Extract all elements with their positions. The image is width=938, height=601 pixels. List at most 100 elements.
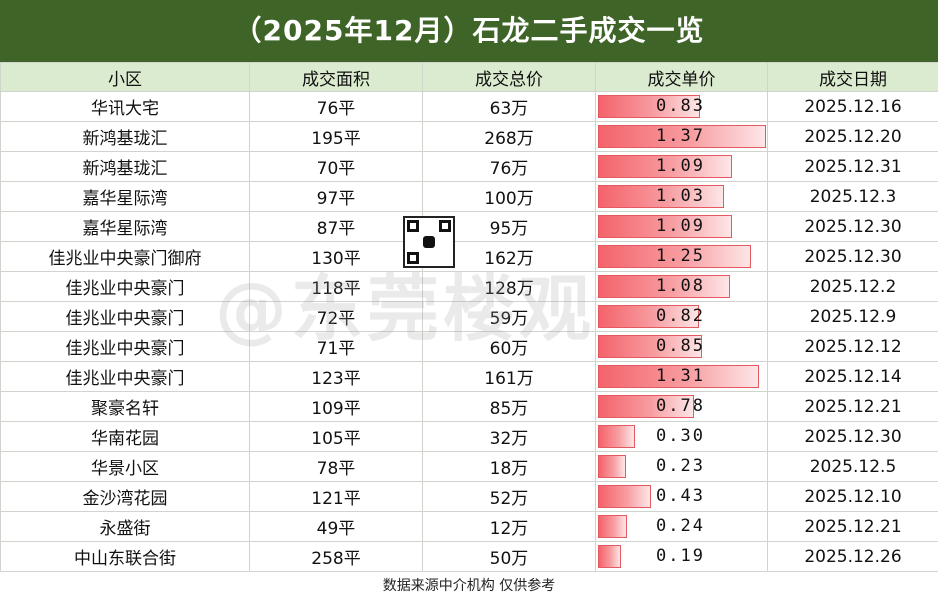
page-title: （2025年12月）石龙二手成交一览: [0, 0, 938, 62]
cell-unit-price: 0.23: [595, 451, 768, 482]
unit-price-bar: [598, 155, 732, 178]
cell-date: 2025.12.5: [767, 451, 938, 482]
unit-price-value: 1.09: [656, 156, 705, 176]
footer-note: 数据来源中介机构 仅供参考: [382, 578, 556, 594]
table-row: 永盛街 49平 12万 0.24 2025.12.21: [0, 511, 938, 542]
table-header-row: 小区 成交面积 成交总价 成交单价 成交日期: [0, 62, 938, 92]
unit-price-value: 1.37: [656, 126, 705, 146]
cell-date: 2025.12.30: [767, 211, 938, 242]
cell-unit-price: 0.24: [595, 511, 768, 542]
unit-price-bar: [598, 95, 700, 118]
header-area: 成交面积: [249, 62, 423, 92]
cell-area: 71平: [249, 331, 423, 362]
cell-community: 佳兆业中央豪门: [0, 331, 250, 362]
header-unit-price: 成交单价: [595, 62, 768, 92]
cell-unit-price: 1.31: [595, 361, 768, 392]
cell-total-price: 59万: [422, 301, 596, 332]
unit-price-value: 0.23: [656, 456, 705, 476]
unit-price-value: 0.85: [656, 336, 705, 356]
cell-community: 华南花园: [0, 421, 250, 452]
cell-date: 2025.12.30: [767, 421, 938, 452]
cell-area: 70平: [249, 151, 423, 182]
table-body: 华讯大宅 76平 63万 0.83 2025.12.16 新鸿基珑汇 195平 268万 1.3…: [0, 91, 938, 572]
cell-date: 2025.12.30: [767, 241, 938, 272]
cell-unit-price: 0.82: [595, 301, 768, 332]
unit-price-bar: [598, 305, 699, 328]
unit-price-value: 0.19: [656, 546, 705, 566]
cell-community: 永盛街: [0, 511, 250, 542]
cell-total-price: 12万: [422, 511, 596, 542]
cell-unit-price: 0.83: [595, 91, 768, 122]
cell-date: 2025.12.10: [767, 481, 938, 512]
unit-price-bar: [598, 215, 732, 238]
table-row: 佳兆业中央豪门 71平 60万 0.85 2025.12.12: [0, 331, 938, 362]
header-date: 成交日期: [767, 62, 938, 92]
cell-total-price: 76万: [422, 151, 596, 182]
table-row: 佳兆业中央豪门 72平 59万 0.82 2025.12.9: [0, 301, 938, 332]
table-row: 金沙湾花园 121平 52万 0.43 2025.12.10: [0, 481, 938, 512]
cell-community: 佳兆业中央豪门: [0, 301, 250, 332]
cell-unit-price: 0.30: [595, 421, 768, 452]
cell-total-price: 52万: [422, 481, 596, 512]
transactions-table: 小区 成交面积 成交总价 成交单价 成交日期 华讯大宅 76平 63万 0.83 202…: [0, 62, 938, 572]
cell-unit-price: 1.09: [595, 151, 768, 182]
cell-area: 87平: [249, 211, 423, 242]
cell-date: 2025.12.16: [767, 91, 938, 122]
cell-date: 2025.12.2: [767, 271, 938, 302]
cell-total-price: 60万: [422, 331, 596, 362]
cell-community: 华景小区: [0, 451, 250, 482]
cell-total-price: 85万: [422, 391, 596, 422]
cell-unit-price: 1.09: [595, 211, 768, 242]
cell-community: 聚豪名轩: [0, 391, 250, 422]
cell-date: 2025.12.12: [767, 331, 938, 362]
cell-unit-price: 0.85: [595, 331, 768, 362]
cell-community: 中山东联合街: [0, 541, 250, 572]
table-row: 佳兆业中央豪门御府 130平 162万 1.25 2025.12.30: [0, 241, 938, 272]
cell-total-price: 50万: [422, 541, 596, 572]
cell-total-price: 18万: [422, 451, 596, 482]
cell-community: 嘉华星际湾: [0, 211, 250, 242]
cell-area: 195平: [249, 121, 423, 152]
cell-date: 2025.12.21: [767, 391, 938, 422]
qr-code-icon: [403, 216, 455, 268]
table-row: 华南花园 105平 32万 0.30 2025.12.30: [0, 421, 938, 452]
cell-total-price: 128万: [422, 271, 596, 302]
cell-area: 76平: [249, 91, 423, 122]
cell-area: 49平: [249, 511, 423, 542]
cell-date: 2025.12.14: [767, 361, 938, 392]
unit-price-bar: [598, 185, 724, 208]
unit-price-value: 1.03: [656, 186, 705, 206]
cell-total-price: 100万: [422, 181, 596, 212]
cell-area: 97平: [249, 181, 423, 212]
unit-price-value: 0.30: [656, 426, 705, 446]
cell-area: 118平: [249, 271, 423, 302]
unit-price-bar: [598, 125, 766, 148]
cell-area: 78平: [249, 451, 423, 482]
unit-price-value: 1.08: [656, 276, 705, 296]
unit-price-bar: [598, 395, 694, 418]
table-row: 新鸿基珑汇 70平 76万 1.09 2025.12.31: [0, 151, 938, 182]
cell-total-price: 161万: [422, 361, 596, 392]
cell-community: 新鸿基珑汇: [0, 151, 250, 182]
unit-price-value: 1.09: [656, 216, 705, 236]
cell-date: 2025.12.26: [767, 541, 938, 572]
cell-unit-price: 1.37: [595, 121, 768, 152]
cell-unit-price: 1.03: [595, 181, 768, 212]
cell-unit-price: 0.19: [595, 541, 768, 572]
unit-price-bar: [598, 545, 621, 568]
table-row: 华景小区 78平 18万 0.23 2025.12.5: [0, 451, 938, 482]
cell-community: 新鸿基珑汇: [0, 121, 250, 152]
unit-price-value: 1.31: [656, 366, 705, 386]
cell-area: 72平: [249, 301, 423, 332]
cell-date: 2025.12.31: [767, 151, 938, 182]
table-row: 佳兆业中央豪门 123平 161万 1.31 2025.12.14: [0, 361, 938, 392]
cell-date: 2025.12.20: [767, 121, 938, 152]
cell-area: 121平: [249, 481, 423, 512]
unit-price-bar: [598, 455, 626, 478]
table-row: 嘉华星际湾 87平 95万 1.09 2025.12.30: [0, 211, 938, 242]
table-row: 中山东联合街 258平 50万 0.19 2025.12.26: [0, 541, 938, 572]
cell-community: 金沙湾花园: [0, 481, 250, 512]
cell-community: 华讯大宅: [0, 91, 250, 122]
cell-unit-price: 1.25: [595, 241, 768, 272]
unit-price-bar: [598, 335, 702, 358]
